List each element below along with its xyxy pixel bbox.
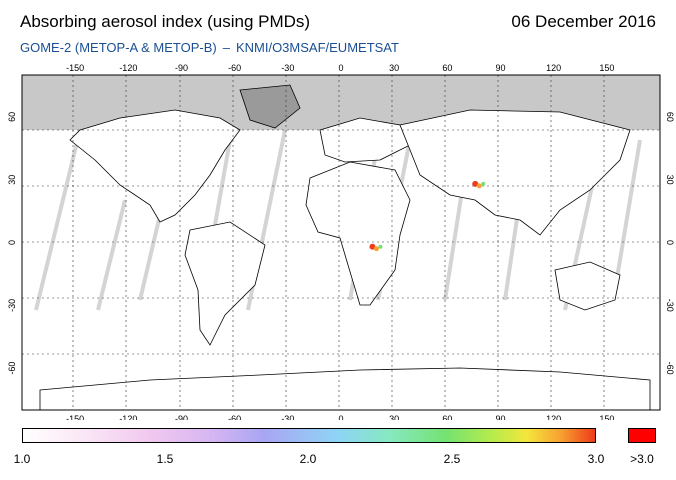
- colorbar-label-1-5: 1.5: [156, 452, 174, 466]
- left-lat-tick: 0: [7, 240, 17, 245]
- top-longitude-labels: -150 -120 -90 -60 -30 0 30 60 90 120 150: [66, 63, 614, 73]
- continents: [39, 84, 651, 410]
- colorbar-overflow-label: >3.0: [630, 452, 654, 466]
- bottom-lon-tick: -30: [281, 414, 294, 420]
- south-america: [184, 221, 266, 346]
- aerosol-plume-central-africa: [373, 246, 379, 252]
- left-lat-tick: -30: [7, 299, 17, 312]
- top-lon-tick: 150: [599, 63, 614, 73]
- right-lat-tick: 0: [665, 240, 675, 245]
- overflow-swatch: [628, 428, 656, 443]
- bottom-lon-tick: 120: [546, 414, 561, 420]
- graticule: [22, 75, 660, 410]
- left-lat-tick: 60: [7, 112, 17, 122]
- aerosol-plume-central-africa: [369, 243, 376, 250]
- asia: [399, 109, 631, 236]
- instrument-label: GOME-2 (METOP-A & METOP-B): [20, 40, 217, 55]
- top-lon-tick: 90: [495, 63, 505, 73]
- right-lat-tick: -30: [665, 299, 675, 312]
- right-latitude-labels: 60 30 0 -30 -60: [665, 112, 675, 375]
- subtitle-separator: –: [222, 40, 230, 55]
- bottom-lon-tick: 0: [338, 414, 343, 420]
- map-subtitle: GOME-2 (METOP-A & METOP-B) – KNMI/O3MSAF/E…: [20, 40, 399, 55]
- top-lon-tick: 60: [442, 63, 452, 73]
- aerosol-colorbar: [22, 428, 596, 443]
- bottom-lon-tick: -120: [119, 414, 137, 420]
- world-map: -150 -120 -90 -60 -30 0 30 60 90 120 150 -150 -120-…: [7, 63, 675, 420]
- aerosol-plume-northern-india: [481, 181, 486, 186]
- top-lon-tick: 30: [389, 63, 399, 73]
- top-lon-tick: -60: [228, 63, 241, 73]
- bottom-longitude-labels: -150 -120 -90 -60 -30 0 30 60 90 120 150: [66, 414, 614, 420]
- bottom-lon-tick: -150: [66, 414, 84, 420]
- top-lon-tick: 120: [546, 63, 561, 73]
- source-label: KNMI/O3MSAF/EUMETSAT: [235, 40, 399, 55]
- north-america: [69, 109, 241, 223]
- aerosol-plume-northern-india: [472, 180, 479, 187]
- top-lon-tick: -30: [281, 63, 294, 73]
- bottom-lon-tick: 150: [599, 414, 614, 420]
- bottom-lon-tick: 60: [442, 414, 452, 420]
- aerosol-plume-central-africa: [378, 244, 383, 249]
- colorbar-label-1-0: 1.0: [13, 452, 31, 466]
- top-lon-tick: -90: [175, 63, 188, 73]
- map-frame: [21, 74, 661, 411]
- right-lat-tick: 30: [665, 175, 675, 185]
- aerosol-plumes: [369, 180, 486, 252]
- top-lon-tick: 0: [338, 63, 343, 73]
- left-latitude-labels: 60 30 0 -30 -60: [7, 112, 17, 375]
- left-lat-tick: 30: [7, 175, 17, 185]
- top-lon-tick: -150: [66, 63, 84, 73]
- right-lat-tick: 60: [665, 112, 675, 122]
- colorbar-label-3-0: 3.0: [587, 452, 605, 466]
- colorbar-label-2-5: 2.5: [443, 452, 461, 466]
- bottom-lon-tick: 90: [495, 414, 505, 420]
- colorbar-label-2-0: 2.0: [299, 452, 317, 466]
- greenland: [239, 84, 301, 129]
- africa: [305, 161, 411, 306]
- bottom-lon-tick: -60: [228, 414, 241, 420]
- left-lat-tick: -60: [7, 362, 17, 375]
- top-lon-tick: -120: [119, 63, 137, 73]
- bottom-lon-tick: -90: [175, 414, 188, 420]
- map-title: Absorbing aerosol index (using PMDs): [20, 12, 311, 31]
- aerosol-plume-northern-india: [476, 183, 482, 189]
- antarctica: [39, 367, 651, 410]
- right-lat-tick: -60: [665, 362, 675, 375]
- europe: [319, 117, 411, 163]
- map-date: 06 December 2016: [511, 12, 656, 31]
- bottom-lon-tick: 30: [389, 414, 399, 420]
